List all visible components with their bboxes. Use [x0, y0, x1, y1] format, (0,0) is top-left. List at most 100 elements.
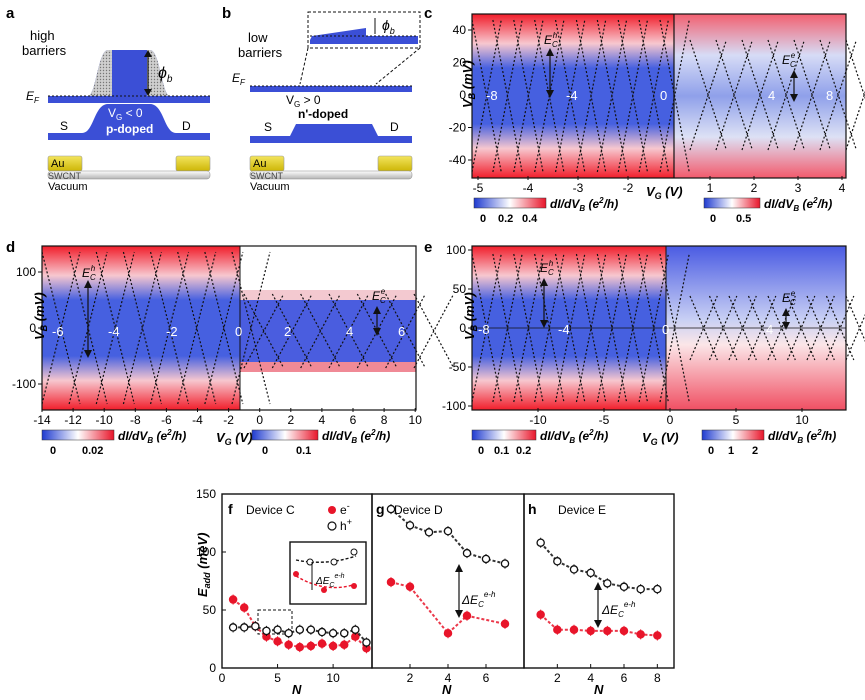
diamond-e-left-up-0	[471, 253, 502, 403]
ytick-c-4: -40	[449, 153, 467, 167]
xtick-d-4: -6	[161, 413, 172, 427]
point-f-h-0	[228, 623, 238, 632]
frame-h	[523, 493, 675, 669]
panel-b: b low barriers ϕb EF VG > 0 n'-doped S D…	[222, 5, 421, 193]
ef-label: EF	[26, 89, 40, 105]
inset-f-delta-label: ΔECe-h	[315, 573, 345, 589]
ytick-fgh-0: 150	[196, 487, 216, 501]
diamond-e-left-up-2	[513, 253, 544, 403]
panel-letter-g: g	[376, 501, 385, 517]
xtick-c-left-1: -4	[523, 181, 534, 195]
source-label: S	[60, 119, 68, 133]
point-f-h-3	[262, 626, 271, 636]
point-f-h-12	[362, 638, 371, 647]
inset-f-e-point-2	[321, 587, 327, 593]
panel-a-title-line2: barriers	[22, 43, 67, 58]
charge-label-d-1: -4	[108, 324, 120, 339]
cbar-label-e-left: dI/dVB (e2/h)	[540, 428, 608, 445]
yticks-c: 40 20 0 -20 -40	[449, 23, 472, 167]
ytick-d-0: 100	[16, 265, 36, 279]
band-b-bottom	[250, 124, 412, 143]
xtick-f-2: 10	[326, 671, 340, 685]
yticks-fgh: 150 100 50 0	[196, 487, 226, 675]
point-h-e-6	[636, 630, 645, 639]
legend-h-marker	[327, 521, 337, 531]
ece-label-d: ECe	[372, 287, 386, 305]
point-h-h-3	[586, 568, 595, 578]
point-h-h-4	[603, 579, 612, 588]
xtick-d-1: -12	[64, 413, 82, 427]
cbar-e-right-tick-1: 1	[728, 445, 734, 457]
vg-label: VG < 0	[108, 106, 143, 122]
ylabel-c: VB (mV)	[460, 60, 477, 108]
diamond-e-left-up-7	[617, 253, 649, 403]
point-f-h-6	[295, 625, 305, 634]
cbar-label-d-right: dI/dVB (e2/h)	[322, 428, 390, 445]
point-g-h-3	[443, 526, 453, 536]
point-g-e-4	[500, 619, 510, 629]
diamond-e-left-down-7	[617, 253, 649, 403]
nanotube-shape	[47, 170, 211, 180]
xtick-h-1: 4	[587, 671, 594, 685]
charge-label-e-2: 0	[662, 322, 669, 337]
point-f-e-9	[328, 641, 338, 651]
ytick-e-2: 0	[459, 321, 466, 335]
xtick-e-3: 5	[733, 413, 740, 427]
diamond-c-right-down-3	[767, 39, 805, 151]
diamond-c-left-down-7	[617, 19, 649, 173]
xtick-d-0: -14	[33, 413, 51, 427]
diamond-e-right-down-2	[728, 295, 757, 361]
point-f-h-1	[239, 623, 249, 632]
ytick-d-1: 0	[29, 321, 36, 335]
colorbar-c-right	[703, 197, 761, 209]
point-h-e-7	[653, 631, 662, 640]
xtick-h-2: 6	[621, 671, 628, 685]
point-g-h-4	[462, 548, 472, 558]
charge-label-d-0: -6	[52, 324, 64, 339]
ytick-c-2: 0	[459, 88, 466, 102]
diamond-e-left-down-3	[534, 253, 565, 403]
diamond-e-right-up-6	[806, 295, 835, 361]
point-f-e-0	[228, 595, 238, 604]
ece-label-e: ECe	[782, 289, 796, 307]
ytick-e-4: -100	[442, 399, 466, 413]
panel-b-title-line2: barriers	[238, 45, 283, 60]
diamond-d-right-down-3	[328, 293, 370, 369]
phi-label: ϕb	[158, 65, 173, 85]
colorbar-d-right	[251, 429, 319, 441]
xticks-c: -5 -4 -3 -2 1 2 3 4	[473, 176, 846, 195]
diamond-e-left-down-5	[575, 253, 607, 403]
ylabel-fgh: Eadd (meV)	[195, 533, 212, 597]
xlabel-h: N	[594, 682, 604, 697]
panel-letter-b: b	[222, 5, 231, 22]
panel-letter-h: h	[528, 501, 537, 517]
diamond-e-right-down-4	[767, 295, 796, 361]
cbar-c-left-tick-0: 0	[480, 213, 486, 225]
diamond-e-left-up-8	[638, 253, 669, 403]
cbar-e-left-tick-2: 0.2	[516, 445, 531, 457]
ytick-e-3: -50	[449, 360, 467, 374]
diamond-c-left-down-1	[492, 19, 523, 173]
diamond-d-right-down-0	[243, 293, 285, 369]
diamond-e-right-down-8	[845, 295, 865, 343]
xtick-f-1: 5	[274, 671, 281, 685]
diamond-e-right-down-3	[747, 295, 777, 361]
diamond-e-right-up-8	[845, 313, 865, 361]
diamond-e-right-up-7	[825, 295, 855, 361]
diamond-e-left-up-6	[596, 253, 628, 403]
diamond-e-left-down-2	[513, 253, 544, 403]
vacuum-label-b: Vacuum	[250, 181, 290, 193]
point-f-h-10	[339, 628, 349, 638]
point-h-e-2	[569, 625, 579, 634]
gold-contact-right	[175, 155, 211, 172]
map-d-right-bottom-edge	[240, 362, 416, 372]
drain-label: D	[182, 119, 191, 133]
diamond-c-right-down-6	[845, 39, 865, 100]
point-g-h-5	[481, 554, 491, 564]
xtick-e-0: -10	[529, 413, 547, 427]
point-f-h-5	[284, 628, 293, 638]
diamond-e-left-down-0	[471, 253, 502, 403]
point-h-h-0	[536, 538, 545, 547]
inset-f-h-fit	[295, 555, 357, 563]
ece-arrowheads-e	[782, 308, 790, 330]
